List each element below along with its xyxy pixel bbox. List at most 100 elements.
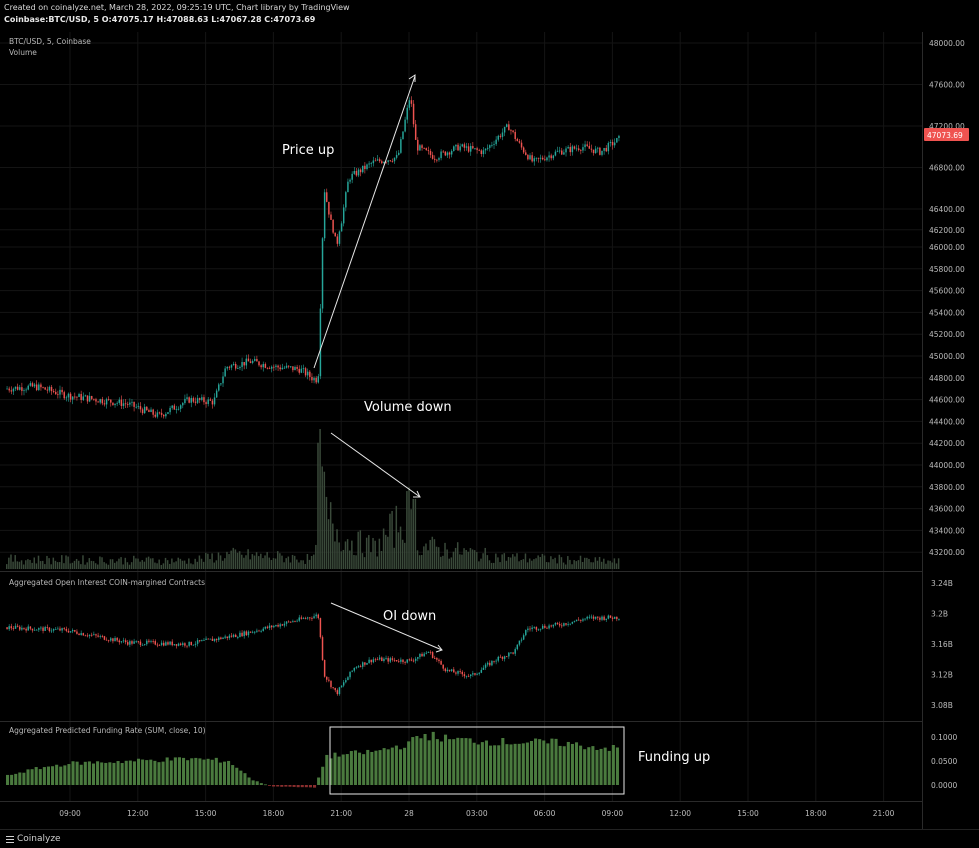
funding-bar <box>222 761 227 785</box>
oi-candle <box>497 656 499 661</box>
volume-bar <box>376 556 378 569</box>
volume-bar <box>181 560 184 569</box>
price-candle <box>177 408 180 410</box>
oi-tick-label: 3.24B <box>931 579 953 588</box>
price-candle <box>52 391 55 393</box>
volume-bar <box>67 556 69 569</box>
price-candle <box>139 406 142 410</box>
volume-bar <box>588 558 590 569</box>
volume-bar <box>54 560 57 569</box>
funding-bar <box>272 785 276 787</box>
funding-tick-label: 0.0000 <box>931 781 957 790</box>
time-tick-label: 18:00 <box>263 809 285 818</box>
oi-candle <box>514 649 516 654</box>
price-candle <box>387 160 389 163</box>
oi-candle <box>599 617 601 620</box>
price-candle <box>31 383 34 387</box>
price-candle <box>258 361 260 366</box>
funding-bar <box>521 743 525 785</box>
funding-bar <box>443 734 448 785</box>
funding-bar <box>67 764 71 785</box>
price-candle <box>514 132 516 139</box>
volume-bar <box>255 552 258 569</box>
footer-logo[interactable]: Coinalyze <box>6 834 61 844</box>
volume-bar <box>274 558 277 569</box>
volume-bar <box>238 551 241 569</box>
oi-candle <box>35 629 38 631</box>
price-candle <box>406 107 408 120</box>
oi-candle <box>476 673 478 675</box>
funding-tick-label: 0.0500 <box>931 757 957 766</box>
volume-bar <box>97 564 99 569</box>
funding-bar <box>108 762 112 785</box>
price-candle <box>412 103 415 125</box>
price-candle <box>571 146 574 153</box>
volume-bar <box>368 535 370 569</box>
price-candle <box>372 160 375 164</box>
oi-candle <box>21 627 23 630</box>
volume-bar <box>234 549 237 569</box>
volume-bar <box>541 553 544 569</box>
volume-bar <box>71 562 74 569</box>
time-tick-label: 12:00 <box>127 809 149 818</box>
volume-bar <box>88 558 91 569</box>
oi-candle <box>569 623 571 625</box>
volume-bar <box>484 547 486 569</box>
oi-candle <box>137 641 140 643</box>
oi-candle <box>23 627 25 629</box>
price-candle <box>436 159 438 161</box>
volume-bar <box>12 561 14 569</box>
oi-tick-label: 3.2B <box>931 610 948 619</box>
volume-bar <box>69 563 71 569</box>
funding-bar <box>529 740 534 785</box>
volume-bar <box>262 558 264 569</box>
oi-candle <box>427 651 430 653</box>
oi-candle <box>586 616 588 619</box>
oi-candle <box>124 640 127 643</box>
oi-candle <box>228 635 231 638</box>
price-candle <box>237 368 239 369</box>
funding-bar <box>476 744 480 785</box>
price-candle <box>383 161 385 164</box>
price-candle <box>133 401 135 407</box>
volume-bar <box>196 561 199 569</box>
funding-bar <box>325 754 329 785</box>
volume-bar <box>414 499 417 569</box>
oi-candle <box>154 641 157 645</box>
volume-bar <box>94 563 97 569</box>
oi-candle <box>287 621 290 623</box>
funding-bar <box>124 760 128 785</box>
oi-candle <box>211 638 214 641</box>
oi-candle <box>42 627 44 631</box>
price-tick-label: 45000.00 <box>929 352 965 361</box>
funding-bar <box>194 757 198 785</box>
funding-bar <box>493 745 497 785</box>
volume-bar <box>14 555 16 569</box>
price-candle <box>556 150 559 152</box>
oi-candle <box>84 635 87 637</box>
oi-candle <box>378 657 381 660</box>
volume-bar <box>380 551 383 569</box>
volume-bar <box>495 553 497 569</box>
oi-candle <box>281 624 284 626</box>
volume-bar <box>461 554 463 569</box>
volume-bar <box>253 555 256 569</box>
oi-candle <box>192 644 195 646</box>
price-candle <box>184 398 186 404</box>
time-tick-label: 06:00 <box>534 809 556 818</box>
price-candle <box>457 144 459 151</box>
oi-candle <box>290 621 292 623</box>
price-candle <box>548 155 550 158</box>
volume-bar <box>617 558 620 569</box>
volume-bar <box>452 551 455 569</box>
chart-canvas[interactable]: BTC/USD, 5, Coinbase Volume Aggregated O… <box>0 0 979 829</box>
oi-candle <box>256 630 258 632</box>
price-candle <box>220 383 222 385</box>
price-candle <box>478 149 480 151</box>
price-candle <box>228 366 231 368</box>
oi-candle <box>177 643 180 646</box>
price-candle <box>63 392 65 399</box>
oi-candle <box>436 658 438 660</box>
price-candle <box>489 145 491 148</box>
funding-bar <box>489 745 493 785</box>
